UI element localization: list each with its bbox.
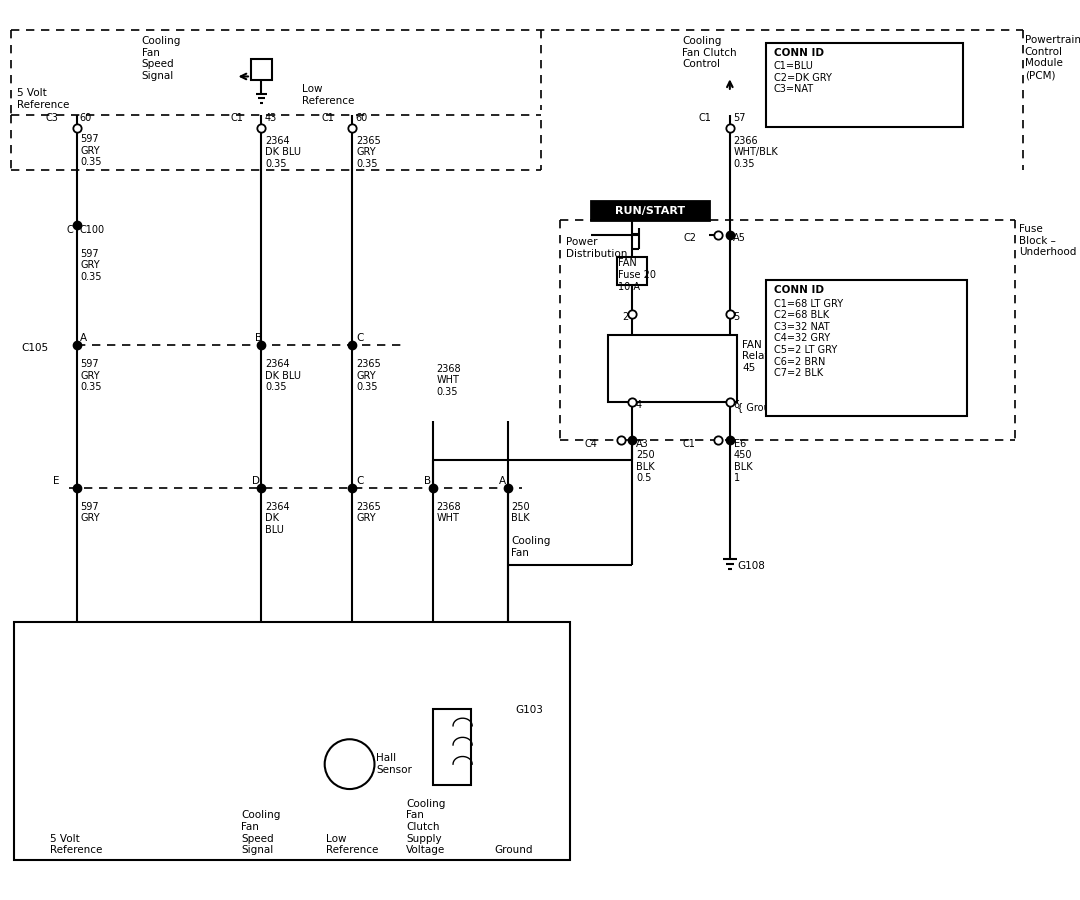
Text: E: E	[53, 476, 59, 486]
Text: Cooling
Fan
Speed
Signal: Cooling Fan Speed Signal	[141, 36, 181, 81]
Text: Fuse
Block –
Underhood: Fuse Block – Underhood	[1020, 224, 1077, 257]
Text: 57: 57	[732, 112, 745, 123]
Text: B: B	[255, 333, 261, 343]
Text: C1: C1	[322, 112, 335, 123]
Text: 60: 60	[80, 112, 92, 123]
Text: CONN ID: CONN ID	[774, 285, 824, 295]
Text: C1=BLU
C2=DK GRY
C3=NAT: C1=BLU C2=DK GRY C3=NAT	[774, 61, 832, 94]
Text: Powertrain
Control
Module
(PCM): Powertrain Control Module (PCM)	[1025, 35, 1080, 80]
Text: 2364
DK BLU
0.35: 2364 DK BLU 0.35	[266, 359, 301, 392]
Text: CONN ID: CONN ID	[774, 48, 824, 58]
Text: 2365
GRY: 2365 GRY	[356, 501, 381, 523]
Text: Power
Distribution: Power Distribution	[566, 238, 627, 259]
Text: Cooling
Fan Clutch
Control: Cooling Fan Clutch Control	[681, 36, 737, 69]
Bar	[591, 201, 708, 220]
Text: 4: 4	[636, 400, 643, 410]
Text: B: B	[423, 476, 431, 486]
Text: 2364
DK BLU
0.35: 2364 DK BLU 0.35	[266, 136, 301, 169]
Text: C1=68 LT GRY
C2=68 BLK
C3=32 NAT
C4=32 GRY
C5=2 LT GRY
C6=2 BRN
C7=2 BLK: C1=68 LT GRY C2=68 BLK C3=32 NAT C4=32 G…	[774, 299, 843, 378]
Bar	[617, 256, 647, 285]
Text: C100: C100	[80, 225, 105, 235]
Text: C4: C4	[584, 438, 597, 448]
Text: C3: C3	[45, 112, 58, 123]
Text: C: C	[67, 225, 73, 235]
Text: C1: C1	[683, 438, 696, 448]
Text: RUN/START: RUN/START	[615, 205, 685, 216]
Text: 597
GRY
0.35: 597 GRY 0.35	[80, 359, 102, 392]
Text: Cooling
Fan: Cooling Fan	[512, 536, 551, 558]
Text: 450
BLK
1: 450 BLK 1	[733, 450, 753, 483]
Text: 2364
DK
BLU: 2364 DK BLU	[266, 501, 289, 535]
Text: Low
Reference: Low Reference	[326, 833, 378, 855]
Text: 2365
GRY
0.35: 2365 GRY 0.35	[356, 359, 381, 392]
Text: C1: C1	[699, 112, 712, 123]
Text: 5: 5	[732, 312, 739, 322]
Text: 5 Volt
Reference: 5 Volt Reference	[50, 833, 103, 855]
Text: C1: C1	[230, 112, 243, 123]
Text: 2: 2	[622, 312, 629, 322]
Bar	[433, 708, 471, 785]
Text: 43: 43	[265, 112, 276, 123]
Bar	[608, 335, 738, 402]
Bar	[14, 623, 570, 860]
Text: 2368
WHT
0.35: 2368 WHT 0.35	[436, 364, 461, 397]
Text: 2368
WHT: 2368 WHT	[436, 501, 461, 523]
Text: Cooling
Fan
Clutch
Supply
Voltage: Cooling Fan Clutch Supply Voltage	[406, 798, 445, 855]
Text: 250
BLK: 250 BLK	[512, 501, 530, 523]
Text: 5 Volt
Reference: 5 Volt Reference	[17, 88, 69, 110]
Text: 2366
WHT/BLK
0.35: 2366 WHT/BLK 0.35	[733, 136, 779, 169]
Text: A: A	[80, 333, 86, 343]
Text: D: D	[252, 476, 260, 486]
Text: C2: C2	[684, 232, 697, 243]
Text: Hall
Sensor: Hall Sensor	[377, 753, 413, 775]
Text: { Ground Distribution: { Ground Distribution	[738, 402, 843, 412]
Text: 60: 60	[355, 112, 367, 123]
Text: FAN
Fuse 20
10 A: FAN Fuse 20 10 A	[618, 258, 656, 292]
Text: Ground: Ground	[495, 845, 532, 855]
Text: E6: E6	[733, 438, 746, 448]
Circle shape	[325, 739, 375, 789]
Text: 6: 6	[733, 400, 740, 410]
Text: Low
Reference: Low Reference	[301, 84, 354, 105]
Text: A3: A3	[636, 438, 649, 448]
Text: 2365
GRY
0.35: 2365 GRY 0.35	[356, 136, 381, 169]
Text: FAN
Relay
45: FAN Relay 45	[742, 340, 771, 374]
Bar	[766, 43, 962, 127]
Text: C: C	[356, 333, 364, 343]
Text: C105: C105	[22, 343, 49, 353]
Text: A: A	[499, 476, 505, 486]
Text: 597
GRY
0.35: 597 GRY 0.35	[80, 134, 102, 167]
Text: 597
GRY
0.35: 597 GRY 0.35	[80, 249, 102, 282]
Bar	[766, 280, 968, 416]
Text: G108: G108	[738, 561, 766, 572]
Text: G103: G103	[515, 705, 543, 715]
Text: Cooling
Fan
Speed
Signal: Cooling Fan Speed Signal	[241, 810, 281, 855]
Text: 250
BLK
0.5: 250 BLK 0.5	[636, 450, 654, 483]
Text: A5: A5	[732, 232, 745, 243]
Bar	[251, 59, 272, 80]
Text: C: C	[356, 476, 364, 486]
Text: 597
GRY: 597 GRY	[80, 501, 100, 523]
